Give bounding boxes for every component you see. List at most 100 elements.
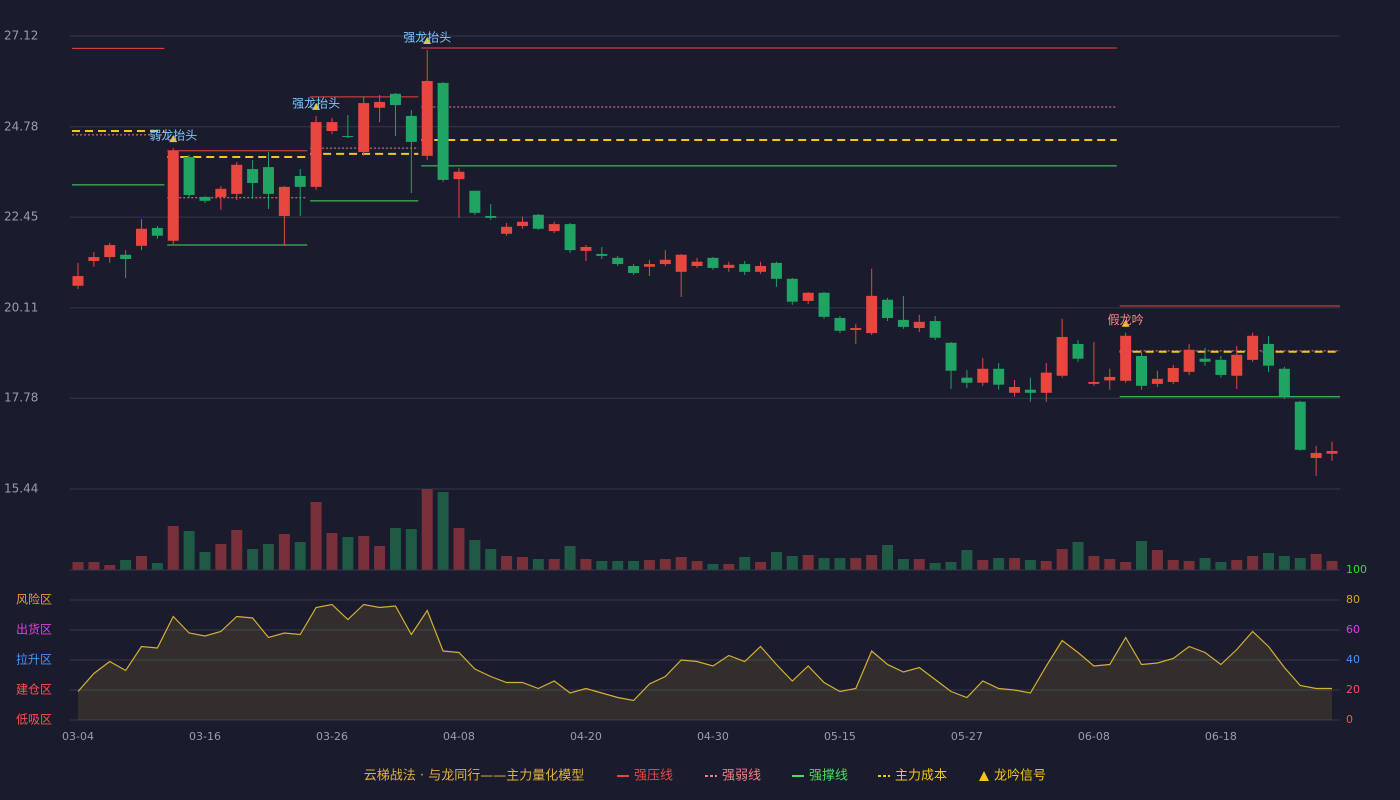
- candle-body: [1151, 378, 1163, 384]
- candle-body: [739, 264, 751, 272]
- volume-bar: [421, 489, 433, 570]
- candle-body: [580, 246, 592, 251]
- candle-body: [485, 215, 497, 218]
- candle-body: [1104, 376, 1116, 381]
- volume-bar: [1183, 561, 1195, 570]
- zone-label: 建仓区: [16, 683, 52, 697]
- candle-body: [405, 115, 417, 142]
- volume-bar: [167, 526, 179, 570]
- candle-body: [1120, 335, 1132, 381]
- zone-label: 低吸区: [16, 713, 52, 727]
- volume-bar: [1009, 558, 1021, 570]
- candle-body: [802, 292, 814, 301]
- volume-bar: [961, 550, 973, 570]
- candle-body: [310, 122, 322, 187]
- candle-body: [786, 278, 798, 302]
- candle-body: [342, 136, 354, 138]
- x-tick-label: 04-20: [570, 730, 602, 743]
- x-tick-label: 06-08: [1078, 730, 1110, 743]
- volume-bar: [691, 561, 703, 570]
- volume-bar: [1104, 559, 1116, 570]
- volume-bar: [850, 558, 862, 570]
- candle-body: [1167, 367, 1179, 382]
- candle-body: [453, 171, 465, 180]
- candle-body: [1199, 358, 1211, 362]
- candle-body: [1072, 343, 1084, 359]
- volume-bar: [469, 540, 481, 570]
- candle-body: [167, 150, 179, 241]
- candle-body: [929, 321, 941, 338]
- candle-body: [770, 262, 782, 279]
- volume-bar: [1199, 558, 1211, 570]
- candle-body: [643, 264, 655, 267]
- y-tick-label: 24.78: [4, 119, 38, 133]
- candle-body: [1247, 335, 1259, 360]
- candle-body: [247, 169, 259, 183]
- volume-bar: [1151, 550, 1163, 570]
- candle-body: [104, 245, 116, 258]
- candle-body: [723, 264, 735, 268]
- legend-swatch: [979, 771, 989, 781]
- zone-label: 风险区: [16, 592, 52, 607]
- volume-bar: [1278, 556, 1290, 570]
- legend-title: 云梯战法 · 与龙同行——主力量化模型: [364, 769, 584, 784]
- volume-bar: [548, 559, 560, 570]
- volume-bar: [1024, 560, 1036, 570]
- volume-bar: [723, 564, 735, 570]
- candle-body: [374, 101, 386, 108]
- volume-bar: [659, 559, 671, 570]
- signal-marker: [169, 135, 178, 143]
- volume-bar: [120, 560, 132, 570]
- candle-body: [199, 196, 211, 201]
- y2-tick-label: 60: [1346, 623, 1360, 636]
- candle-body: [469, 190, 481, 213]
- candle-body: [516, 221, 528, 227]
- volume-bar: [358, 536, 370, 570]
- volume-bar: [1263, 553, 1275, 570]
- volume-bar: [1215, 562, 1227, 570]
- y2-tick-label: 80: [1346, 593, 1360, 606]
- volume-bar: [707, 564, 719, 570]
- volume-bar: [1167, 560, 1179, 570]
- candle-body: [1294, 401, 1306, 450]
- volume-bar: [405, 529, 417, 570]
- volume-bar: [675, 557, 687, 570]
- volume-bar: [135, 556, 147, 570]
- candle-body: [818, 292, 830, 317]
- volume-bar: [1056, 549, 1068, 570]
- candle-body: [437, 82, 449, 180]
- volume-bar: [770, 552, 782, 570]
- volume-bar: [802, 555, 814, 570]
- volume-bar: [374, 546, 386, 570]
- candle-body: [1278, 368, 1290, 397]
- candle-body: [215, 188, 227, 197]
- volume-bar: [151, 563, 163, 570]
- candle-body: [501, 226, 513, 234]
- volume-bar: [755, 562, 767, 570]
- candle-body: [1326, 450, 1338, 454]
- volume-bar: [993, 558, 1005, 570]
- candle-body: [1136, 355, 1148, 386]
- candle-body: [421, 80, 433, 156]
- volume-bar: [739, 557, 751, 570]
- y2-tick-label: 100: [1346, 563, 1367, 576]
- volume-bar: [882, 545, 894, 570]
- zone-label: 拉升区: [16, 652, 52, 667]
- candle-body: [1215, 359, 1227, 375]
- zone-label: 出货区: [16, 622, 52, 637]
- volume-bar: [786, 556, 798, 570]
- candle-body: [882, 299, 894, 318]
- x-tick-label: 05-15: [824, 730, 856, 743]
- candle-body: [1263, 343, 1275, 366]
- candle-body: [548, 224, 560, 232]
- volume-bar: [389, 528, 401, 570]
- x-tick-label: 03-26: [316, 730, 348, 743]
- candle-body: [691, 261, 703, 266]
- volume-bar: [183, 531, 195, 570]
- candle-body: [1056, 336, 1068, 376]
- volume-bar: [1231, 560, 1243, 570]
- volume-bar: [866, 555, 878, 570]
- volume-bar: [453, 528, 465, 570]
